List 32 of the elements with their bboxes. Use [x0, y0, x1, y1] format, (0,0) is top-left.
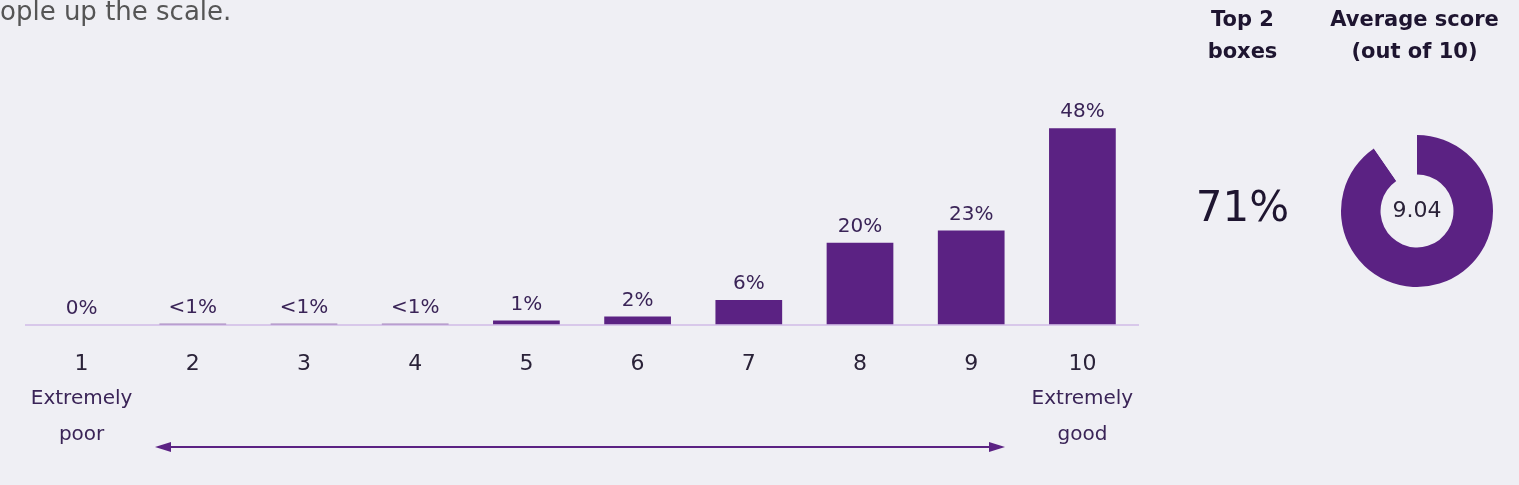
data-label: <1% — [279, 293, 329, 318]
bar — [1049, 128, 1116, 325]
x-tick-label: 4 — [408, 349, 423, 375]
data-label: <1% — [390, 293, 440, 318]
x-tick-label: 5 — [519, 349, 534, 375]
data-label: 23% — [948, 200, 994, 225]
data-label: 9.04 — [1392, 196, 1442, 222]
x-tick-label: 1 — [74, 349, 89, 375]
bar — [826, 242, 894, 325]
data-label: 20% — [837, 212, 883, 237]
data-label: <1% — [168, 293, 218, 318]
x-tick-label: 9 — [964, 349, 979, 375]
x-tick-label: 7 — [741, 349, 756, 375]
data-label: 1% — [510, 290, 543, 315]
data-label: 0% — [65, 294, 98, 319]
x-tick-label: 8 — [853, 349, 867, 375]
chart-title: ople up the scale. — [0, 0, 232, 26]
bar — [604, 316, 671, 325]
x-tick-label: 3 — [297, 349, 311, 375]
data-label: 6% — [732, 270, 765, 295]
x-tick-label: 6 — [630, 349, 645, 375]
x-tick-label: 2 — [185, 349, 200, 375]
bar — [715, 300, 783, 325]
bar — [937, 230, 1005, 325]
x-tick-label: 10 — [1068, 349, 1097, 375]
text: 71% — [1194, 182, 1291, 231]
data-label: 48% — [1060, 98, 1105, 123]
text: Extremely good — [1031, 384, 1134, 445]
text: Top 2 boxes — [1206, 6, 1279, 65]
text: Extremely poor — [30, 384, 133, 445]
data-label: 2% — [621, 286, 654, 311]
chart-title: Average score (out of 10) — [1329, 6, 1500, 65]
